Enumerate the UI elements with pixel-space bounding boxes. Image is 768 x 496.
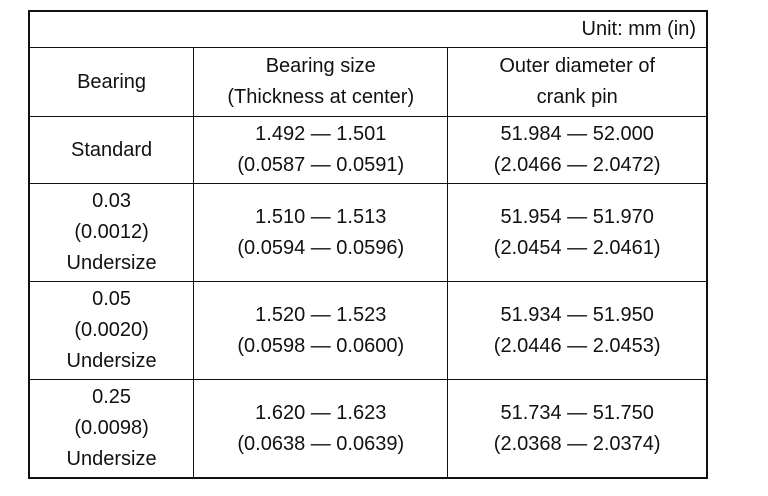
cell-text: 0.05: [92, 288, 132, 310]
cell-text: (0.0638 — 0.0639): [237, 432, 405, 455]
cell-text: Undersize: [66, 350, 157, 372]
cell-text: (0.0020): [74, 319, 149, 341]
cell-text: Bearing size: [265, 55, 376, 77]
table-cell: 51.954 — 51.970 (2.0454 — 2.0461): [447, 183, 708, 282]
unit-cell: Unit: mm (in): [28, 10, 708, 48]
cell-text: 1.620 — 1.623: [255, 401, 387, 424]
cell-text: 1.510 — 1.513: [255, 205, 387, 228]
table-cell: 1.520 — 1.523 (0.0598 — 0.0600): [193, 281, 449, 380]
unit-row: Unit: mm (in): [28, 10, 708, 48]
cell-text: 51.954 — 51.970: [500, 205, 654, 228]
cell-text: (0.0012): [74, 221, 149, 243]
cell-text: (0.0594 — 0.0596): [237, 236, 405, 259]
table-cell: 0.25 (0.0098) Undersize: [28, 379, 195, 479]
cell-text: 51.734 — 51.750: [500, 401, 654, 424]
cell-text: 0.03: [92, 190, 132, 212]
cell-text: Outer diameter of: [499, 55, 655, 77]
data-row: 0.25 (0.0098) Undersize 1.620 — 1.623 (0.063…: [28, 379, 708, 479]
data-row: 0.03 (0.0012) Undersize 1.510 — 1.513 (0.059…: [28, 183, 708, 282]
cell-text: (0.0598 — 0.0600): [237, 334, 405, 357]
cell-text: (2.0466 — 2.0472): [493, 154, 661, 176]
table-cell: 1.492 — 1.501 (0.0587 — 0.0591): [193, 116, 449, 184]
unit-label: Unit: mm (in): [581, 18, 696, 40]
data-row: 0.05 (0.0020) Undersize 1.520 — 1.523 (0.059…: [28, 281, 708, 380]
table-cell: 51.734 — 51.750 (2.0368 — 2.0374): [447, 379, 708, 479]
cell-text: 0.25: [92, 386, 132, 408]
table-cell: Outer diameter of crank pin: [447, 47, 708, 117]
cell-text: Standard: [70, 138, 153, 161]
table-cell: Bearing: [28, 47, 195, 117]
cell-text: (2.0446 — 2.0453): [493, 334, 661, 357]
cell-text: (0.0587 — 0.0591): [237, 154, 405, 176]
cell-text: (2.0454 — 2.0461): [493, 236, 661, 259]
table-cell: 51.984 — 52.000 (2.0466 — 2.0472): [447, 116, 708, 184]
table-cell: 0.05 (0.0020) Undersize: [28, 281, 195, 380]
cell-text: Undersize: [66, 448, 157, 470]
cell-text: 1.492 — 1.501: [255, 123, 387, 145]
cell-text: 51.934 — 51.950: [500, 303, 654, 326]
table-cell: Standard: [28, 116, 195, 184]
table-cell: 0.03 (0.0012) Undersize: [28, 183, 195, 282]
header-row: Bearing Bearing size (Thickness at center)…: [28, 47, 708, 117]
cell-text: (0.0098): [74, 417, 149, 439]
cell-text: Bearing: [77, 70, 147, 93]
cell-text: crank pin: [536, 86, 618, 108]
cell-text: 51.984 — 52.000: [500, 123, 654, 145]
data-row: Standard 1.492 — 1.501 (0.0587 — 0.0591) 51…: [28, 116, 708, 184]
cell-text: Undersize: [66, 252, 157, 274]
table-body: Unit: mm (in) Bearing Bearing size (Thickn…: [28, 10, 708, 479]
table-cell: 1.620 — 1.623 (0.0638 — 0.0639): [193, 379, 449, 479]
table-cell: 1.510 — 1.513 (0.0594 — 0.0596): [193, 183, 449, 282]
spec-table: Unit: mm (in) Bearing Bearing size (Thickn…: [28, 10, 708, 479]
table-cell: 51.934 — 51.950 (2.0446 — 2.0453): [447, 281, 708, 380]
cell-text: (Thickness at center): [227, 86, 415, 108]
cell-text: 1.520 — 1.523: [255, 303, 387, 326]
cell-text: (2.0368 — 2.0374): [493, 432, 661, 455]
table-cell: Bearing size (Thickness at center): [193, 47, 449, 117]
